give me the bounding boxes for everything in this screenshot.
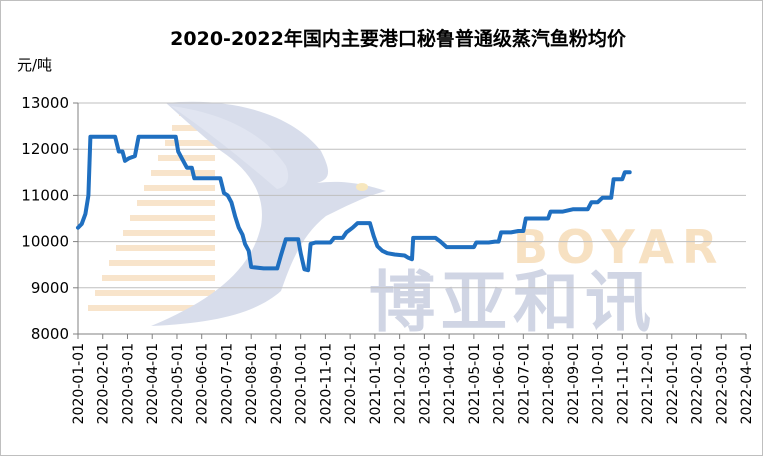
watermark-stripes xyxy=(88,110,215,311)
x-tick-label: 2020-04-01 xyxy=(145,343,161,424)
x-tick-label: 2021-01-01 xyxy=(368,343,384,424)
series-layer xyxy=(76,134,632,273)
y-tick-label: 8000 xyxy=(31,325,69,343)
watermark-brand-cn: 博亚和讯 xyxy=(369,264,657,341)
boyar-watermark: BOYAR 博亚和讯 xyxy=(88,101,725,341)
y-tick-label: 13000 xyxy=(21,94,69,112)
axes xyxy=(77,103,746,335)
x-tick-label: 2021-02-01 xyxy=(393,343,409,424)
x-tick-label: 2020-03-01 xyxy=(120,343,136,424)
x-tick-label: 2022-01-01 xyxy=(665,343,681,424)
series-line xyxy=(76,134,632,273)
x-tick-label: 2022-04-01 xyxy=(739,343,755,424)
x-tick-label: 2021-12-01 xyxy=(640,343,656,424)
x-axis-ticks: 2020-01-01 2020-02-01 2020-03-01 2020-04-01… xyxy=(71,334,755,424)
x-tick-label: 2020-01-01 xyxy=(71,343,87,424)
y-tick-label: 9000 xyxy=(31,279,69,297)
y-tick-label: 12000 xyxy=(21,140,69,158)
x-tick-label: 2021-11-01 xyxy=(615,343,631,424)
x-tick-label: 2020-07-01 xyxy=(219,343,235,424)
x-tick-label: 2021-08-01 xyxy=(541,343,557,424)
watermark-bird-eye xyxy=(356,183,368,191)
x-tick-label: 2020-05-01 xyxy=(170,343,186,424)
x-tick-label: 2021-07-01 xyxy=(516,343,532,424)
x-tick-label: 2021-03-01 xyxy=(417,343,433,424)
watermark-brand-en: BOYAR xyxy=(513,220,725,274)
x-tick-label: 2021-04-01 xyxy=(442,343,458,424)
y-tick-label: 10000 xyxy=(21,233,69,251)
watermark-bird-logo xyxy=(151,101,386,326)
x-tick-label: 2020-08-01 xyxy=(244,343,260,424)
x-tick-label: 2020-06-01 xyxy=(195,343,211,424)
x-tick-label: 2021-09-01 xyxy=(566,343,582,424)
y-axis-unit-label: 元/吨 xyxy=(17,56,52,74)
x-tick-label: 2021-06-01 xyxy=(492,343,508,424)
chart-title: 2020-2022年国内主要港口秘鲁普通级蒸汽鱼粉均价 xyxy=(170,27,627,50)
watermark-bird-wing xyxy=(171,106,289,189)
x-tick-label: 2020-12-01 xyxy=(343,343,359,424)
y-tick-label: 11000 xyxy=(21,186,69,204)
x-tick-label: 2022-02-01 xyxy=(690,343,706,424)
x-tick-label: 2020-09-01 xyxy=(269,343,285,424)
x-tick-label: 2020-10-01 xyxy=(294,343,310,424)
x-tick-label: 2021-10-01 xyxy=(591,343,607,424)
x-tick-label: 2020-11-01 xyxy=(318,343,334,424)
x-tick-label: 2021-05-01 xyxy=(467,343,483,424)
y-axis-ticks: 13000 12000 11000 10000 9000 8000 xyxy=(21,94,78,343)
x-tick-label: 2022-03-01 xyxy=(714,343,730,424)
x-tick-label: 2020-02-01 xyxy=(96,343,112,424)
